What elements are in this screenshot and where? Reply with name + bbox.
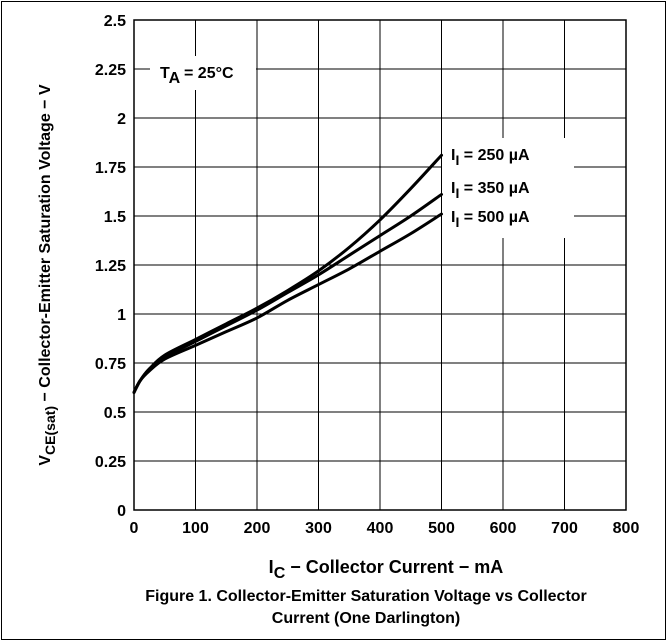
y-tick-label: 1.25 bbox=[95, 258, 126, 275]
x-tick-label: 200 bbox=[244, 520, 271, 537]
y-tick-label: 2 bbox=[117, 111, 126, 128]
y-tick-label: 0 bbox=[117, 503, 126, 520]
y-tick-label: 2.5 bbox=[104, 13, 126, 30]
legend-background bbox=[442, 138, 574, 238]
x-tick-label: 300 bbox=[305, 520, 332, 537]
y-tick-label: 1 bbox=[117, 307, 126, 324]
series-label-3: II = 500 µA bbox=[451, 209, 530, 230]
x-tick-label: 400 bbox=[367, 520, 394, 537]
x-tick-label: 100 bbox=[182, 520, 209, 537]
y-tick-label: 2.25 bbox=[95, 62, 126, 79]
x-tick-label: 500 bbox=[428, 520, 455, 537]
x-tick-label: 0 bbox=[130, 520, 139, 537]
x-tick-label: 700 bbox=[551, 520, 578, 537]
x-tick-label: 600 bbox=[490, 520, 517, 537]
series-line-3 bbox=[132, 212, 443, 394]
y-tick-label: 0.5 bbox=[104, 405, 126, 422]
figure-caption: Figure 1. Collector-Emitter Saturation V… bbox=[60, 586, 668, 630]
y-tick-label: 1.5 bbox=[104, 209, 126, 226]
series-label-1: II = 250 µA bbox=[451, 147, 530, 168]
y-axis-label: VCE(sat) − Collector-Emitter Saturation … bbox=[37, 84, 58, 466]
y-tick-label: 0.25 bbox=[95, 454, 126, 471]
x-tick-label: 800 bbox=[613, 520, 640, 537]
series-label-2: II = 350 µA bbox=[451, 180, 530, 201]
y-tick-label: 0.75 bbox=[95, 356, 126, 373]
caption-line-1: Figure 1. Collector-Emitter Saturation V… bbox=[145, 588, 587, 605]
plot-border bbox=[133, 19, 627, 511]
y-tick-label: 1.75 bbox=[95, 160, 126, 177]
caption-line-2: Current (One Darlington) bbox=[271, 610, 461, 627]
x-axis-label: IC − Collector Current − mA bbox=[269, 557, 504, 582]
annotation-background bbox=[150, 56, 256, 90]
temperature-annotation: TA = 25°C bbox=[160, 65, 234, 87]
series-line-1 bbox=[132, 153, 443, 394]
